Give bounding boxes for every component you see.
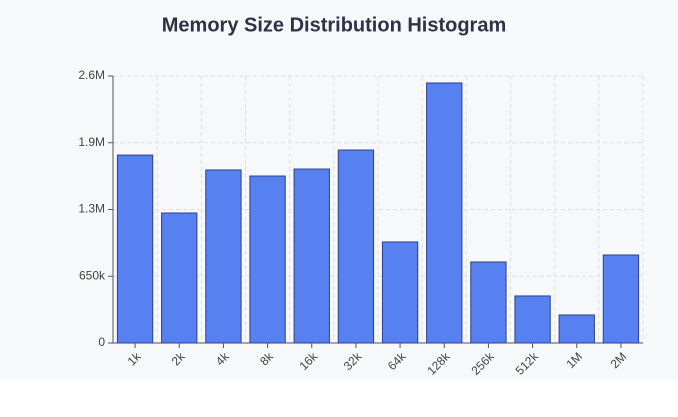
y-tick-label: 2.6M — [78, 68, 105, 82]
bar — [381, 241, 419, 344]
bar — [426, 82, 463, 344]
bar — [116, 154, 154, 344]
y-tick-label: 0 — [98, 335, 105, 349]
bar — [514, 295, 551, 344]
bar — [205, 169, 242, 344]
bar — [293, 168, 330, 344]
bar — [249, 175, 286, 344]
y-tick-label: 1.9M — [78, 135, 105, 149]
bar — [161, 212, 198, 344]
y-tick-label: 1.3M — [78, 202, 105, 216]
bar — [337, 149, 375, 344]
bar — [558, 314, 595, 344]
bar — [470, 261, 507, 344]
bar — [602, 254, 640, 344]
y-tick-label: 650k — [79, 268, 106, 282]
chart-title: Memory Size Distribution Histogram — [162, 14, 507, 36]
